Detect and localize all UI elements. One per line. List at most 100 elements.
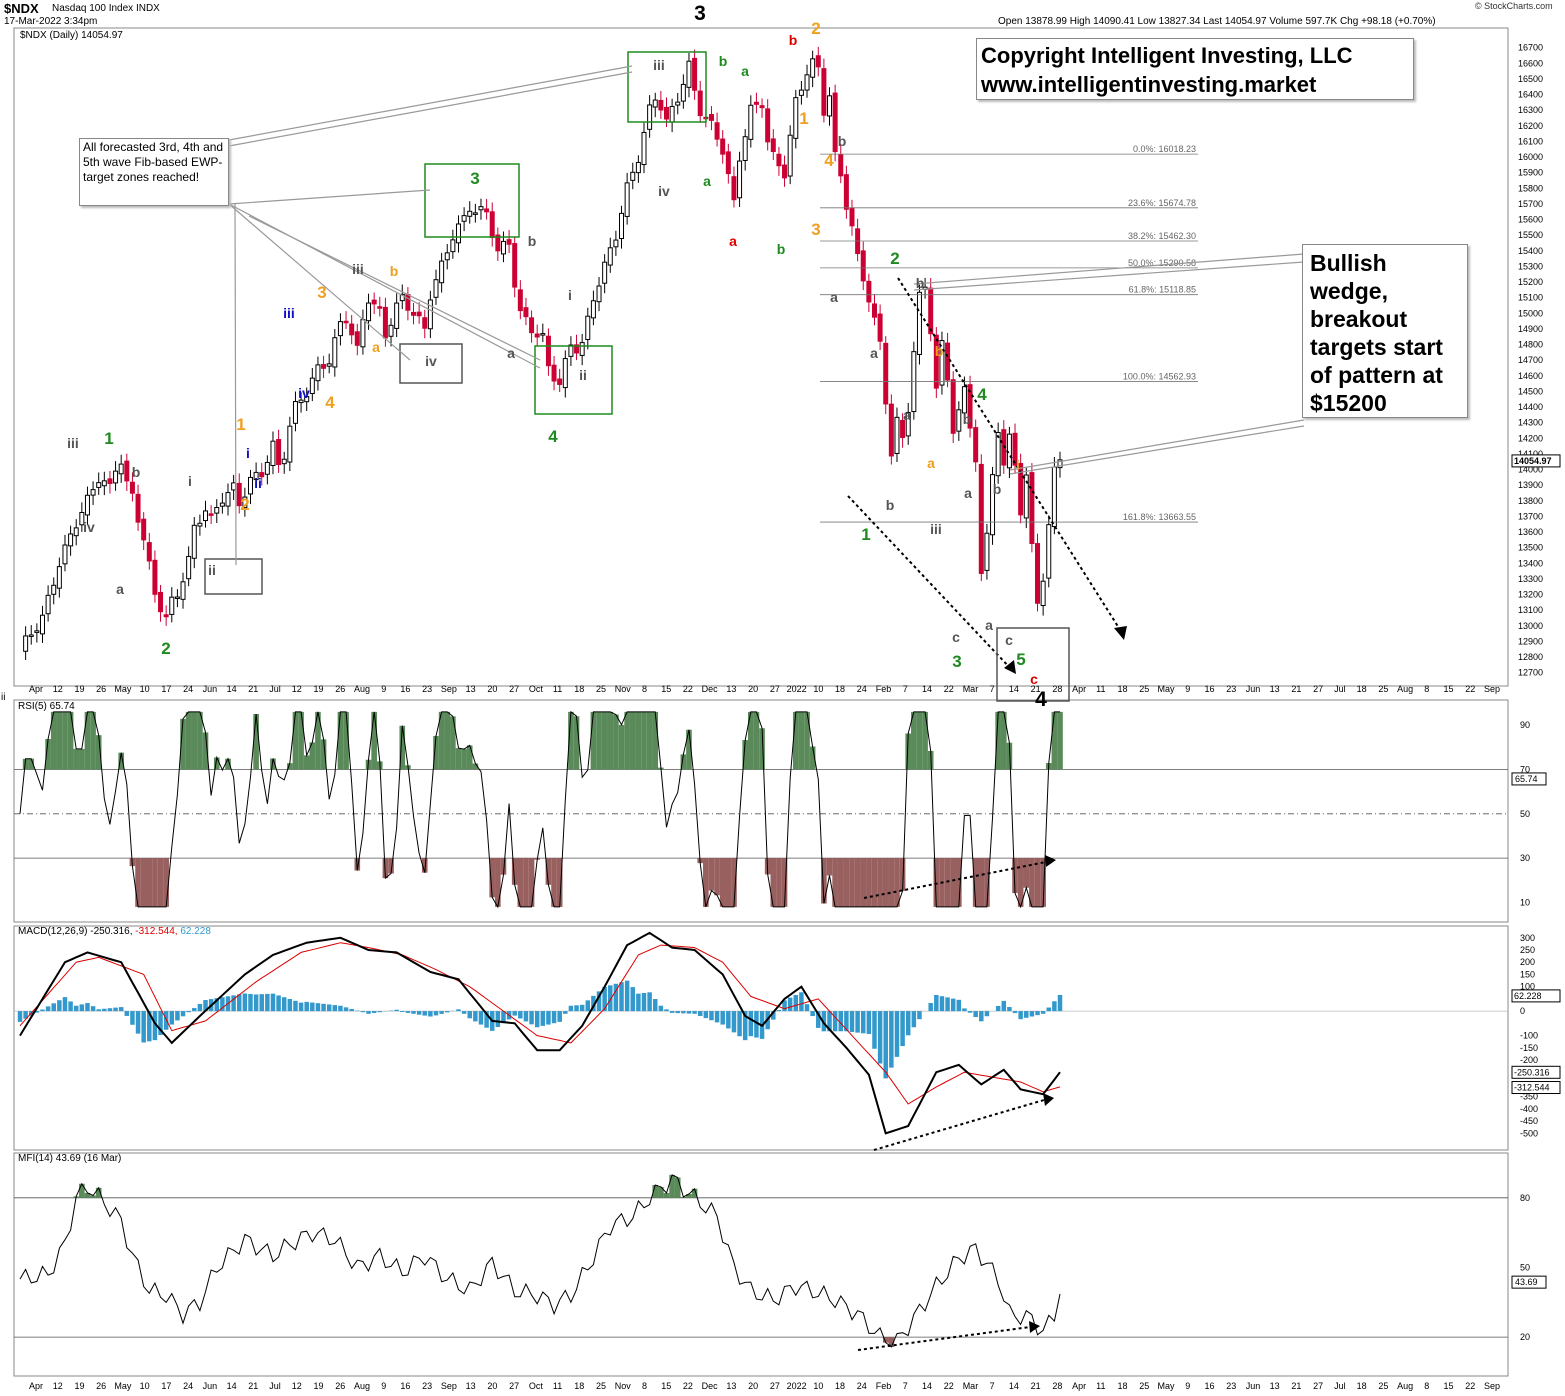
candle-body xyxy=(579,342,585,356)
rsi-divergence-line xyxy=(863,861,1047,899)
price-y-tick: 14700 xyxy=(1518,355,1543,365)
x-tick-label: 22 xyxy=(683,684,693,694)
candle-body xyxy=(843,174,849,210)
x-tick-label: 10 xyxy=(813,684,823,694)
candle-body xyxy=(225,492,231,507)
index-name: Nasdaq 100 Index INDX xyxy=(52,3,160,14)
candle-body xyxy=(276,439,282,466)
x-tick-label: 22 xyxy=(1465,684,1475,694)
x-tick-label-bottom: 15 xyxy=(1444,1381,1454,1391)
wave-label: b xyxy=(886,497,895,513)
candle-body xyxy=(264,461,270,475)
x-tick-label-bottom: 24 xyxy=(857,1381,867,1391)
candle-body xyxy=(146,542,152,562)
x-tick-label-bottom: 27 xyxy=(770,1381,780,1391)
mfi-divergence-arrowhead xyxy=(1029,1321,1040,1333)
x-tick-label-bottom: Jun xyxy=(203,1381,218,1391)
candle-body xyxy=(680,83,686,102)
callout-line xyxy=(228,65,633,141)
x-tick-label-bottom: 21 xyxy=(248,1381,258,1391)
candle-body xyxy=(411,311,417,316)
x-tick-label-bottom: 10 xyxy=(140,1381,150,1391)
callout-line xyxy=(1009,425,1305,475)
x-tick-label: 11 xyxy=(553,684,562,694)
candle-body xyxy=(1029,472,1035,544)
wave-label: 4 xyxy=(1035,688,1047,711)
wave-label: a xyxy=(116,581,124,597)
rsi-legend: RSI(5) 65.74 xyxy=(18,701,75,712)
rsi-y-tick: 50 xyxy=(1520,809,1530,819)
x-tick-label: 20 xyxy=(487,684,497,694)
x-tick-label-bottom: 9 xyxy=(1185,1381,1190,1391)
wave-label: 1 xyxy=(799,109,808,128)
candle-body xyxy=(169,596,175,615)
candle-body xyxy=(236,482,242,507)
x-tick-label: 13 xyxy=(466,684,476,694)
callout-line xyxy=(913,261,1305,291)
macd-divergence-arrowhead xyxy=(1043,1093,1054,1106)
x-tick-label-bottom: 13 xyxy=(726,1381,736,1391)
candle-body xyxy=(742,136,748,161)
candle-body xyxy=(607,247,613,266)
panel-frame-price xyxy=(13,27,1509,687)
x-tick-label-bottom: 24 xyxy=(183,1381,193,1391)
callout-line xyxy=(1009,419,1305,471)
macd-y-tick: 0 xyxy=(1520,1006,1525,1016)
x-tick-label: Dec xyxy=(702,684,719,694)
wave-label: iv xyxy=(425,353,437,369)
wave-label: 3 xyxy=(952,652,961,671)
candle-body xyxy=(748,104,754,140)
macd-y-tick: 250 xyxy=(1520,945,1535,955)
candle-body xyxy=(439,260,445,284)
candle-body xyxy=(877,313,883,342)
x-tick-label: 10 xyxy=(140,684,150,694)
x-tick-label-bottom: 19 xyxy=(313,1381,323,1391)
candle-body xyxy=(180,581,186,600)
wave-label: 3 xyxy=(694,2,706,25)
candle-body xyxy=(292,401,298,424)
candle-body xyxy=(174,596,180,600)
ohlc-readout: Open 13878.99 High 14090.41 Low 13827.34… xyxy=(998,16,1436,27)
wave-label: iv xyxy=(83,519,95,535)
candle-body xyxy=(326,363,332,367)
candle-body xyxy=(422,317,428,329)
candle-body xyxy=(647,104,653,130)
candle-body xyxy=(455,223,461,244)
x-tick-label-bottom: 28 xyxy=(1052,1381,1062,1391)
price-y-tick: 13600 xyxy=(1518,527,1543,537)
timestamp: 17-Mar-2022 3:34pm xyxy=(4,16,98,27)
candle-body xyxy=(905,411,911,437)
candle-body xyxy=(630,171,636,181)
candle-body xyxy=(753,101,759,105)
x-tick-label: 25 xyxy=(596,684,606,694)
x-tick-label: 18 xyxy=(574,684,584,694)
x-tick-label-bottom: Mar xyxy=(963,1381,979,1391)
candle-body xyxy=(995,432,1001,477)
symbol-title: $NDX xyxy=(4,1,39,16)
candle-body xyxy=(652,99,658,108)
x-tick-label-bottom: 26 xyxy=(96,1381,106,1391)
x-tick-label: Aug xyxy=(1397,684,1413,694)
x-tick-label: 21 xyxy=(1031,684,1041,694)
x-tick-label: 15 xyxy=(661,684,671,694)
x-tick-label: May xyxy=(114,684,132,694)
candle-body xyxy=(1018,462,1024,516)
x-tick-label: Jul xyxy=(269,684,281,694)
candle-body xyxy=(489,211,495,238)
candle-body xyxy=(394,302,400,329)
x-tick-label-bottom: 25 xyxy=(1378,1381,1388,1391)
candle-body xyxy=(371,299,377,305)
x-tick-label-bottom: 9 xyxy=(381,1381,386,1391)
callout-line xyxy=(228,203,411,361)
candle-body xyxy=(219,502,225,507)
macd-y-tick: -500 xyxy=(1520,1128,1538,1138)
candle-body xyxy=(467,210,473,217)
candle-body xyxy=(34,630,40,633)
candle-body xyxy=(540,333,546,336)
fib-level-label: 161.8%: 13663.55 xyxy=(1123,512,1196,522)
candle-body xyxy=(416,311,422,317)
macd-y-tick: 150 xyxy=(1520,969,1535,979)
x-tick-label: 25 xyxy=(1378,684,1388,694)
candle-body xyxy=(444,252,450,261)
price-y-tick: 13000 xyxy=(1518,621,1543,631)
